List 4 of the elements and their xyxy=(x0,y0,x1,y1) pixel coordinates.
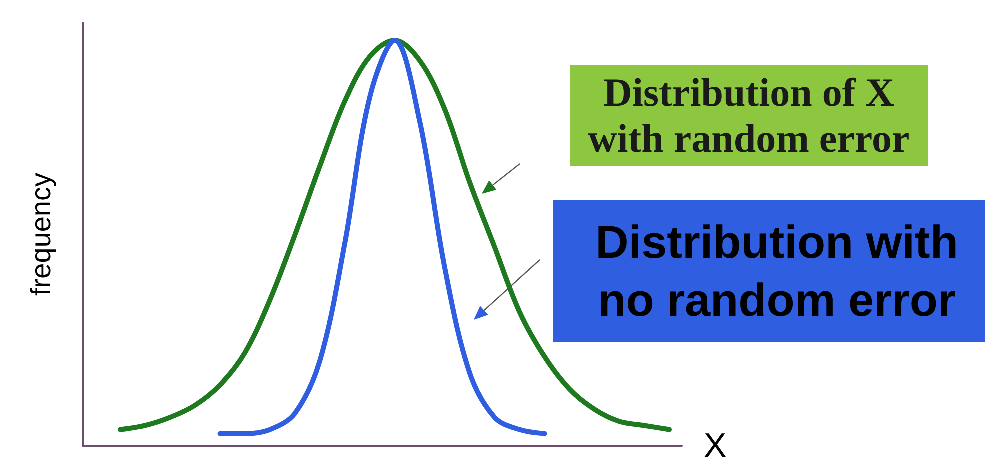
text: Distribution of X with random error xyxy=(588,70,910,161)
text: Distribution with no random error xyxy=(596,216,958,326)
x-axis-title: X xyxy=(704,427,727,465)
y-axis-title: frequency xyxy=(26,173,56,296)
